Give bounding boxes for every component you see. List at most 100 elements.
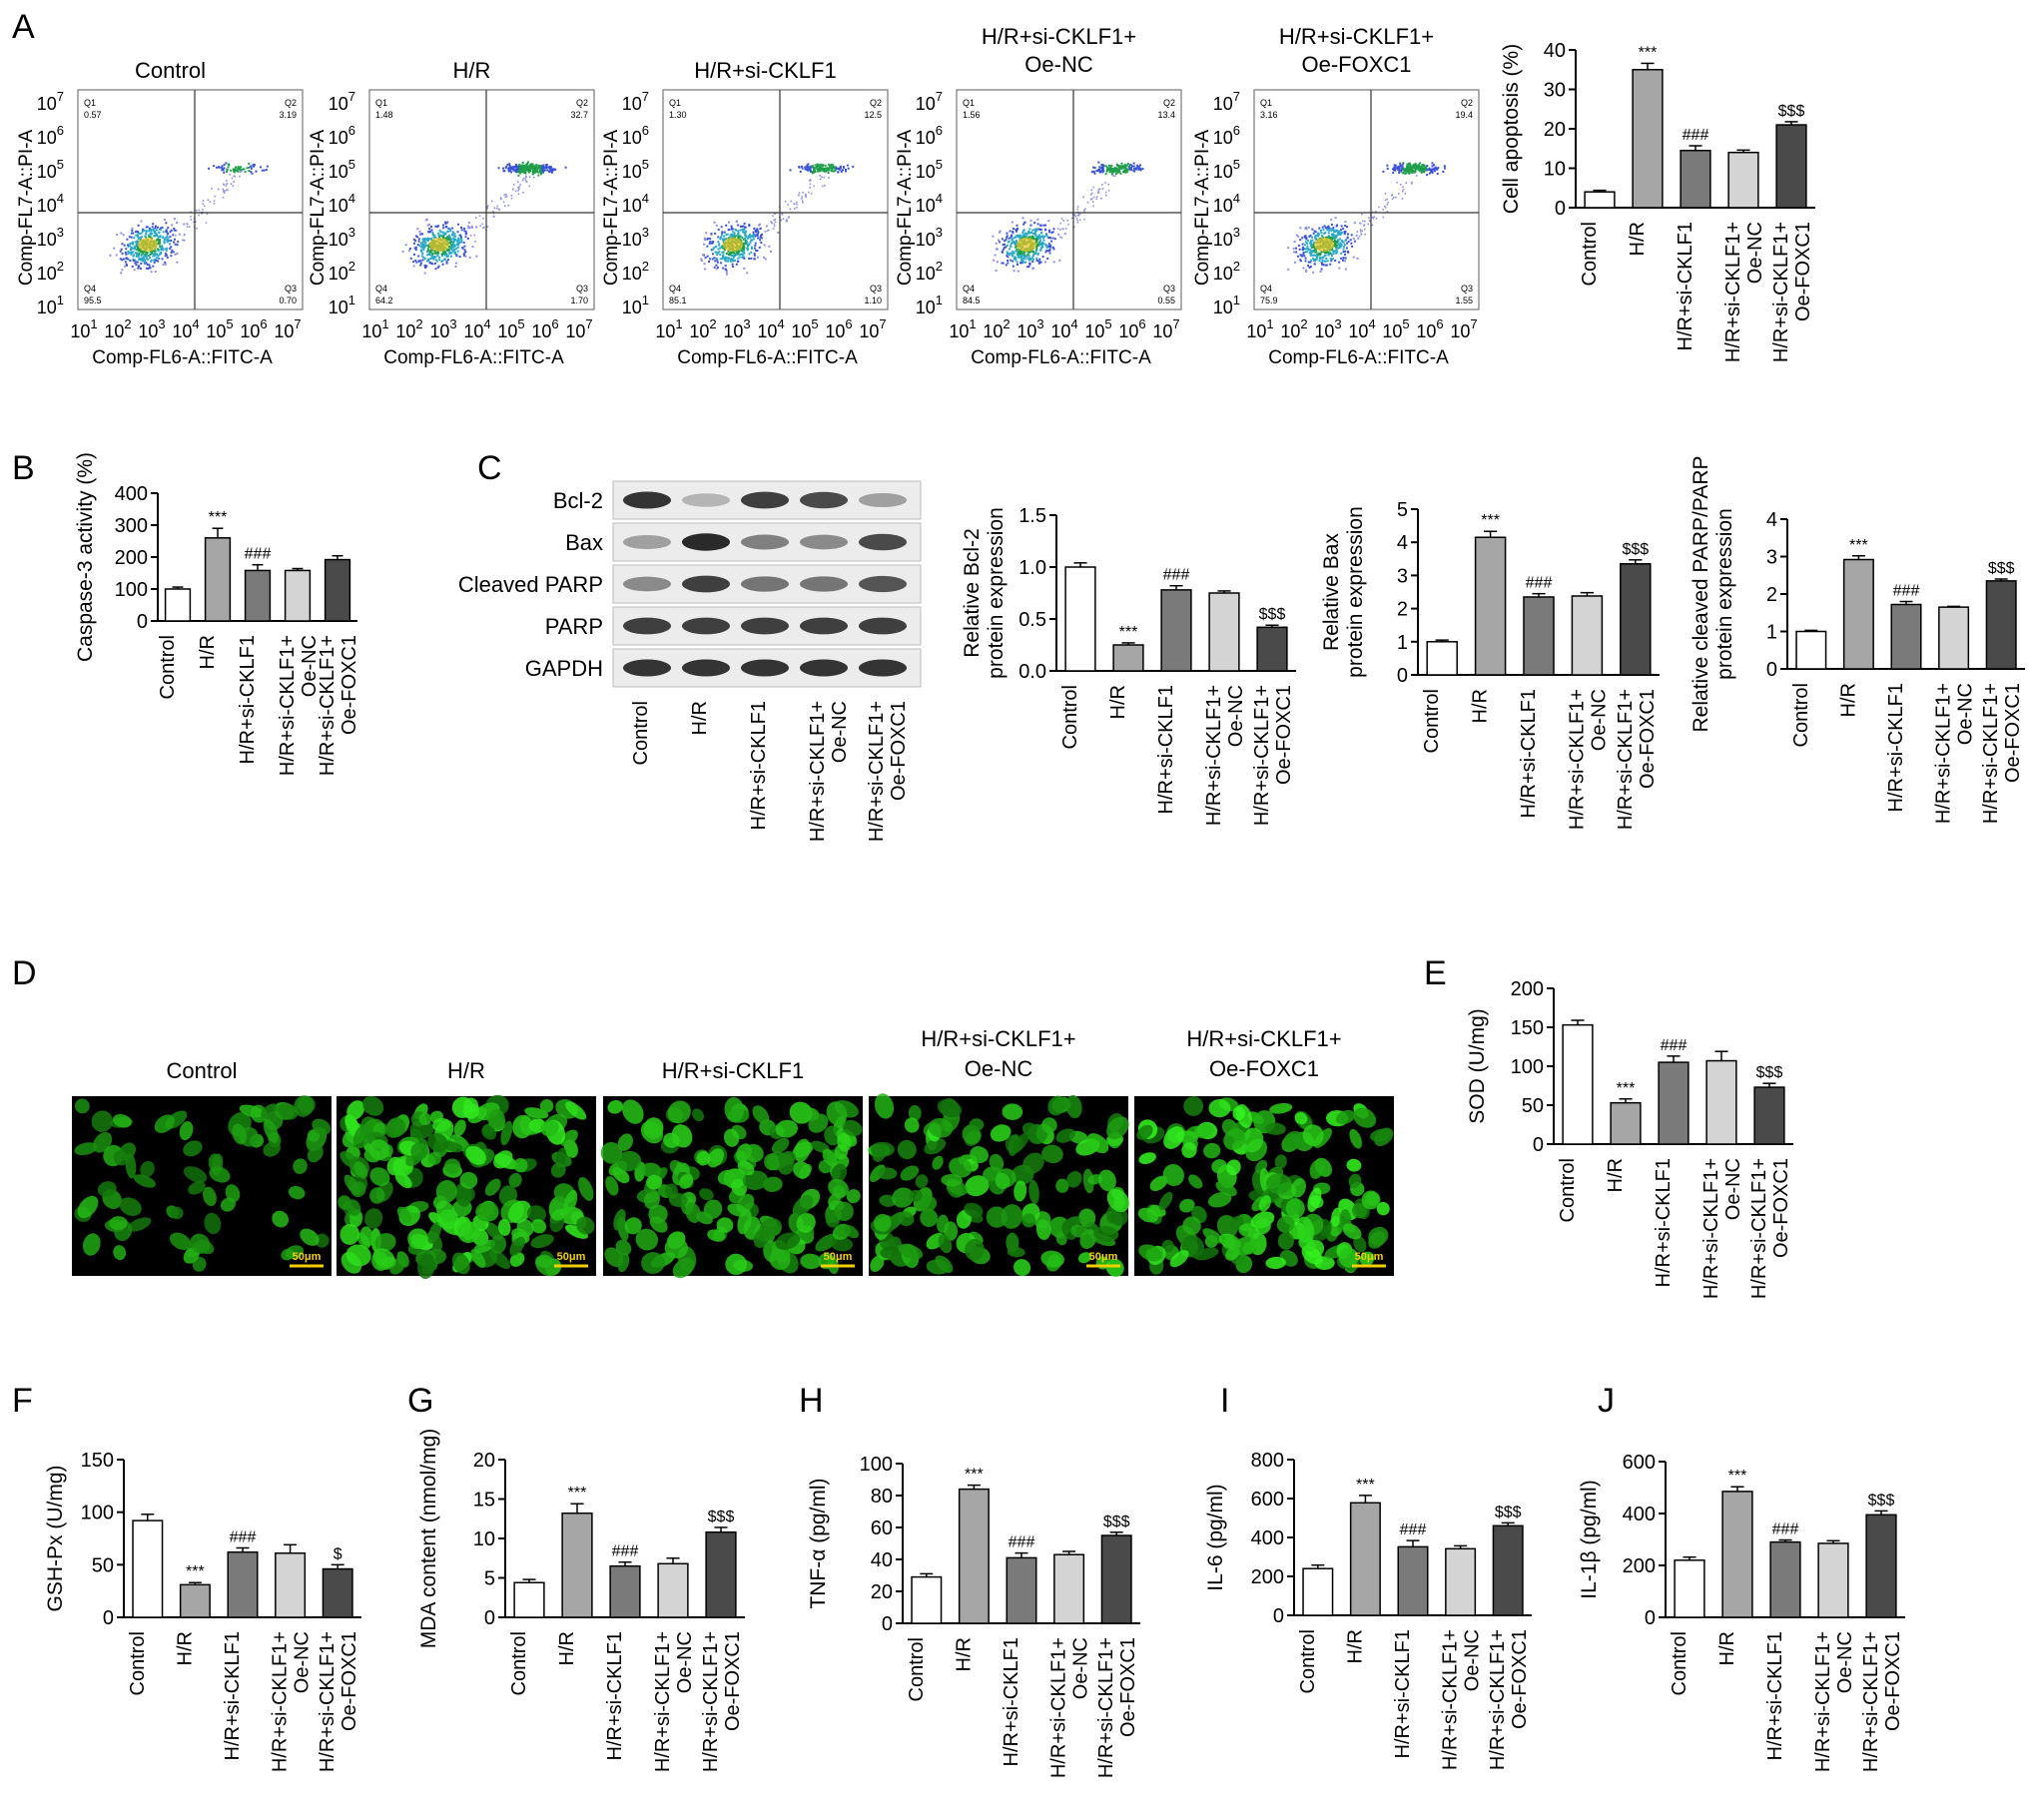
x-tick-label-line: H/R+si-CKLF1+: [1048, 1637, 1070, 1778]
flow-event: [1028, 236, 1031, 239]
bar-0: [1064, 566, 1096, 672]
flow-event: [458, 255, 461, 258]
scale-bar-label: 50μm: [1355, 1251, 1384, 1263]
fluorescent-cell: [1106, 1188, 1130, 1213]
flow-event: [730, 235, 733, 238]
fluorescent-cell: [1265, 1256, 1286, 1270]
flow-event: [1328, 227, 1331, 230]
fluorescent-cell: [800, 1253, 822, 1270]
flow-event: [774, 212, 777, 215]
flow-event: [1412, 169, 1415, 172]
x-tick-exponent: 7: [1172, 316, 1179, 331]
flow-event: [178, 233, 181, 236]
flow-event: [434, 262, 437, 265]
flow-event: [1341, 259, 1344, 262]
flow-event: [1014, 256, 1016, 259]
flow-event: [431, 253, 434, 256]
flow-event: [125, 258, 128, 261]
fluorescent-cell: [1097, 1169, 1116, 1192]
flow-event: [222, 183, 225, 186]
flow-event: [421, 245, 424, 248]
flow-event: [444, 232, 447, 235]
fluorescence-title-line: H/R: [447, 1058, 485, 1083]
flow-event: [837, 171, 840, 174]
flow-event: [499, 197, 502, 199]
flow-event: [1097, 170, 1100, 173]
flow-event: [716, 266, 719, 269]
flow-event: [812, 170, 815, 173]
y-axis-title: IL-6 (pg/ml): [1204, 1484, 1227, 1590]
flow-event: [759, 239, 762, 242]
flow-event: [811, 171, 814, 174]
flow-event: [173, 228, 176, 231]
flow-event: [790, 200, 793, 203]
x-tick-label-line: H/R+si-CKLF1: [1764, 1631, 1786, 1760]
flow-event: [1421, 166, 1424, 169]
flow-event: [1402, 172, 1405, 175]
flow-event: [539, 165, 542, 168]
flow-event: [153, 259, 156, 262]
flow-event: [1394, 169, 1397, 172]
flow-event: [456, 223, 459, 226]
flow-event: [755, 249, 758, 252]
flow-event: [498, 209, 501, 211]
flow-event: [457, 244, 460, 247]
fluorescent-cell: [109, 1216, 128, 1231]
flow-event: [124, 251, 127, 254]
flow-event: [1130, 169, 1133, 172]
flow-event: [1306, 242, 1309, 245]
flow-event: [1344, 221, 1347, 224]
x-tick-label-line: H/R+si-CKLF1: [1155, 685, 1177, 814]
flow-event: [1322, 256, 1325, 259]
x-tick-label-line: Control: [1421, 689, 1443, 753]
flow-event: [248, 166, 251, 169]
y-tick-label: 600: [1623, 1452, 1656, 1474]
flow-event: [445, 255, 448, 258]
flow-event: [450, 238, 453, 241]
flow-event: [437, 234, 440, 237]
flow-event: [1034, 241, 1037, 244]
flow-event: [809, 183, 812, 186]
fluorescent-cell: [1277, 1232, 1295, 1250]
flow-event: [1338, 261, 1341, 264]
flow-event: [1321, 263, 1324, 266]
flow-event: [839, 165, 842, 168]
y-tick-exponent: 4: [936, 191, 943, 206]
flow-event: [1003, 246, 1006, 249]
flow-event: [798, 166, 801, 169]
x-tick-label-line: H/R+si-CKLF1+: [1770, 222, 1792, 362]
flow-event: [134, 231, 137, 234]
x-tick-label: H/R+si-CKLF1+ Oe-NC: [1933, 683, 1977, 824]
flow-event: [1307, 261, 1310, 264]
flow-event: [1315, 258, 1318, 261]
y-tick-label: 102: [37, 259, 64, 284]
flow-event: [435, 260, 438, 263]
y-axis-title-line: IL-6 (pg/ml): [1204, 1484, 1227, 1590]
flow-event: [153, 255, 156, 258]
fluorescent-cell: [826, 1101, 848, 1126]
flow-event: [1114, 173, 1117, 176]
flow-event: [1405, 182, 1407, 185]
flow-event: [731, 263, 734, 266]
flow-event: [129, 243, 132, 246]
panel-letter-i: I: [1220, 1382, 1229, 1420]
blot-lane-label-line: Control: [630, 701, 652, 765]
flow-event: [493, 207, 496, 210]
flow-event: [447, 238, 450, 241]
flow-event: [522, 169, 525, 172]
blot-lane-label: H/R+si-CKLF1+ Oe-NC: [807, 701, 851, 842]
flow-event: [745, 243, 748, 246]
flow-event: [113, 247, 116, 250]
flow-event: [770, 221, 772, 224]
flow-event: [431, 263, 434, 266]
flow-event: [1014, 237, 1016, 240]
flow-event: [145, 232, 148, 235]
fluorescent-cell: [1359, 1251, 1375, 1267]
flow-plot-4: H/R+si-CKLF1+Oe-FOXC1Q13.16Q219.4Q475.9Q…: [1192, 24, 1480, 368]
flow-event: [995, 269, 998, 272]
flow-event: [1129, 167, 1132, 170]
flow-event: [437, 252, 440, 255]
flow-event: [1342, 257, 1345, 260]
bar-3: [1727, 151, 1759, 209]
